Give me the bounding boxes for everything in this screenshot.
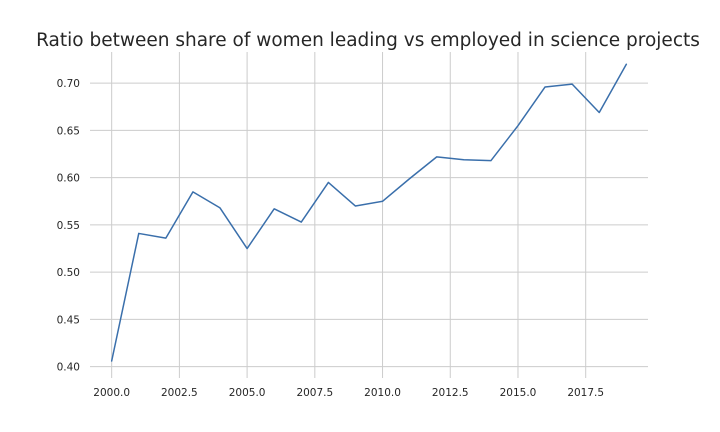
y-tick-label: 0.50 <box>57 267 80 279</box>
data-point <box>435 155 439 159</box>
data-point <box>408 177 412 181</box>
y-tick-label: 0.40 <box>57 362 80 374</box>
data-point <box>245 247 249 251</box>
data-point <box>597 110 601 114</box>
data-point <box>191 190 195 194</box>
x-tick-label: 2002.5 <box>161 387 198 399</box>
data-point <box>110 359 114 363</box>
grid-layer <box>90 52 648 378</box>
x-tick-label: 2012.5 <box>432 387 469 399</box>
x-tick-label: 2005.0 <box>229 387 266 399</box>
data-point <box>326 180 330 184</box>
data-point <box>299 220 303 224</box>
data-point <box>462 158 466 162</box>
x-tick-label: 2010.0 <box>364 387 401 399</box>
data-point <box>353 204 357 208</box>
x-tick-label: 2017.5 <box>567 387 604 399</box>
data-point <box>516 124 520 128</box>
series-layer <box>110 62 628 363</box>
data-point <box>624 62 628 66</box>
y-tick-label: 0.45 <box>57 314 80 326</box>
y-tick-label: 0.70 <box>57 78 80 90</box>
x-axis-ticks: 2000.0 2002.5 2005.0 2007.5 2010.0 2012.5 2015… <box>93 387 604 399</box>
series-line <box>110 63 628 362</box>
data-point <box>381 199 385 203</box>
x-tick-label: 2015.0 <box>500 387 537 399</box>
y-tick-label: 0.55 <box>57 220 80 232</box>
data-point <box>489 159 493 163</box>
chart-title: Ratio between share of women leading vs … <box>36 30 700 51</box>
y-tick-label: 0.60 <box>57 173 80 185</box>
data-point <box>272 207 276 211</box>
data-point <box>570 82 574 86</box>
data-point <box>164 236 168 240</box>
data-point <box>137 231 141 235</box>
y-tick-label: 0.65 <box>57 125 80 137</box>
data-point <box>543 85 547 89</box>
x-tick-label: 2007.5 <box>296 387 333 399</box>
x-tick-label: 2000.0 <box>93 387 130 399</box>
y-axis-ticks: 0.40 0.45 0.50 0.55 0.60 0.65 0.70 <box>57 78 80 373</box>
data-point <box>218 206 222 210</box>
